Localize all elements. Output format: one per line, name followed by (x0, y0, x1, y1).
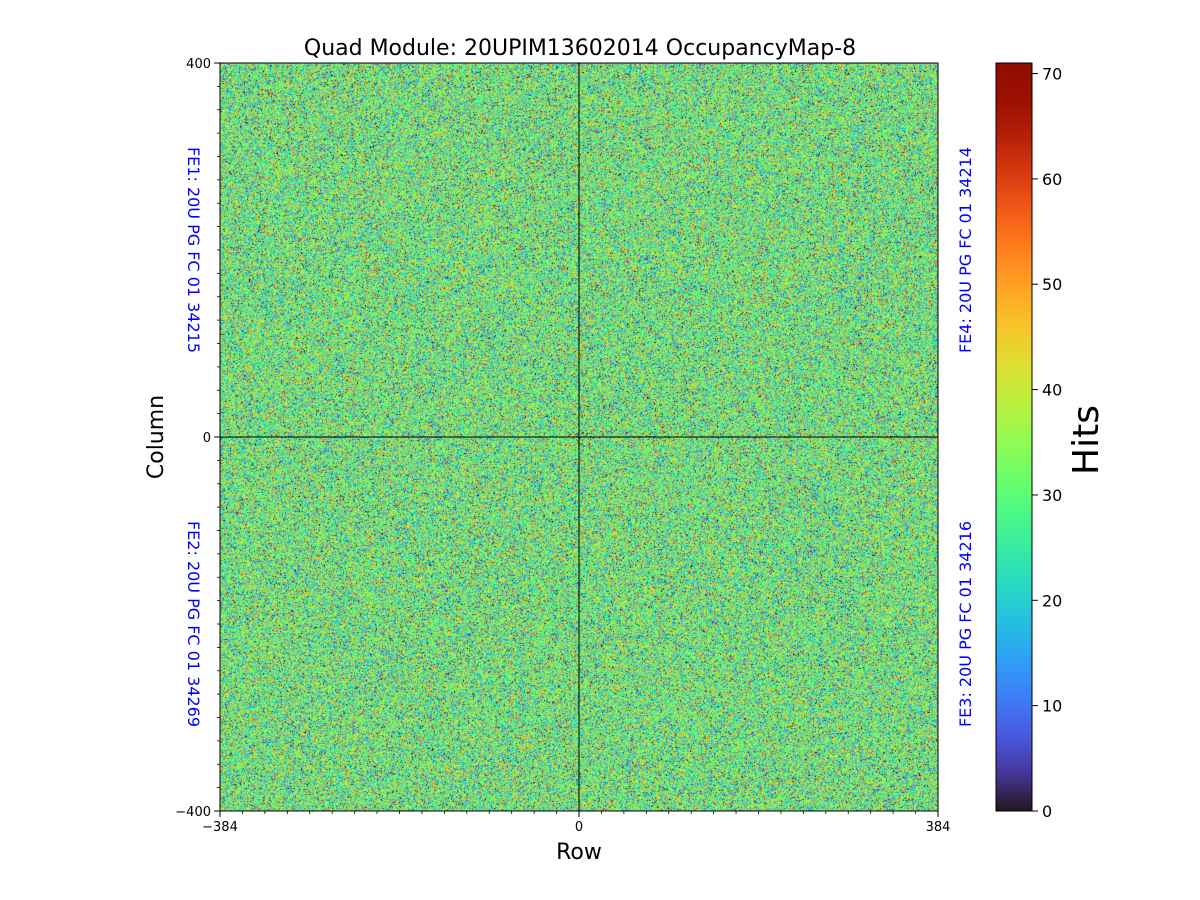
colorbar-tick-label: 40 (1042, 381, 1062, 400)
y-tick-label: −400 (175, 805, 211, 820)
colorbar-tick-label: 10 (1042, 697, 1062, 716)
colorbar-tick-label: 0 (1042, 802, 1052, 821)
y-axis-label: Column (144, 395, 169, 479)
colorbar-ticks: 0 10 20 30 40 50 60 70 (1032, 65, 1062, 821)
x-axis-ticks: −384 0 384 (202, 811, 950, 835)
colorbar-tick-label: 70 (1042, 65, 1062, 84)
colorbar-tick-label: 50 (1042, 275, 1062, 294)
colorbar-gradient (996, 63, 1032, 811)
colorbar-label: Hits (1066, 405, 1107, 475)
fe1-annotation: FE1: 20U PG FC 01 34215 (184, 147, 203, 353)
fe2-annotation: FE2: 20U PG FC 01 34269 (184, 521, 203, 727)
y-axis-minor-ticks (217, 62, 220, 812)
fe-divider-lines (220, 63, 938, 811)
x-axis-minor-ticks (219, 811, 939, 814)
colorbar-tick-label: 30 (1042, 486, 1062, 505)
colorbar-tick-label: 60 (1042, 170, 1062, 189)
x-tick-label: −384 (202, 820, 238, 835)
chart-title: Quad Module: 20UPIM13602014 OccupancyMap… (304, 36, 856, 61)
x-axis-label: Row (556, 840, 602, 865)
fe3-annotation: FE3: 20U PG FC 01 34216 (956, 521, 975, 727)
y-tick-label: 0 (203, 431, 211, 446)
y-tick-label: 400 (186, 57, 211, 72)
fe4-annotation: FE4: 20U PG FC 01 34214 (956, 147, 975, 353)
colorbar-tick-label: 20 (1042, 591, 1062, 610)
x-tick-label: 0 (575, 820, 583, 835)
colorbar-frame (995, 62, 1033, 812)
x-tick-label: 384 (926, 820, 951, 835)
